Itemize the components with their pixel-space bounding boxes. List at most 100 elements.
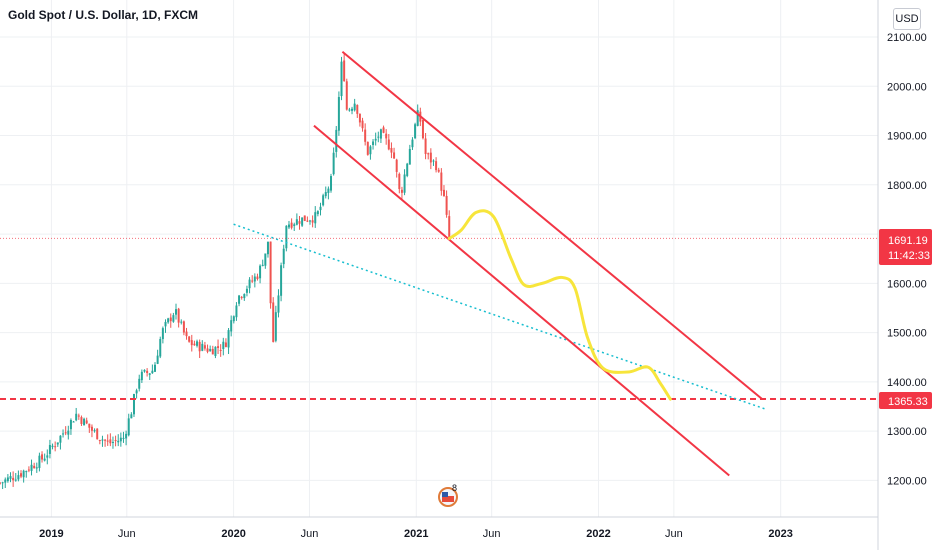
time-tick-label: 2019 <box>39 528 63 540</box>
candle-body <box>227 330 230 348</box>
candle-body <box>156 355 159 364</box>
candle-body <box>280 265 283 296</box>
price-tick-label: 1300.00 <box>887 426 927 438</box>
candle-body <box>230 320 233 332</box>
candle-body <box>196 341 199 346</box>
candle-body <box>203 345 206 349</box>
candle-body <box>369 146 372 155</box>
candle-body <box>243 294 246 299</box>
candle-body <box>232 316 235 322</box>
time-tick-label: 2022 <box>586 528 610 540</box>
candle-body <box>240 296 243 298</box>
candle-body <box>41 454 44 460</box>
candle-body <box>311 220 314 223</box>
candle-body <box>56 442 59 445</box>
candle-body <box>175 309 178 315</box>
candle-body <box>293 224 296 226</box>
candle-body <box>54 446 57 448</box>
candle-body <box>132 394 135 415</box>
candle-body <box>406 163 409 176</box>
candle-body <box>364 129 367 142</box>
candle-body <box>177 308 180 323</box>
candle-body <box>222 341 225 350</box>
candle-body <box>69 419 72 430</box>
candle-body <box>125 433 128 439</box>
candle-body <box>27 469 30 471</box>
candle-body <box>248 279 251 289</box>
candle-body <box>164 321 167 327</box>
candle-body <box>356 104 359 114</box>
candle-body <box>408 148 411 165</box>
candle-body <box>130 414 133 419</box>
candle-body <box>245 288 248 293</box>
price-tick-label: 2100.00 <box>887 32 927 44</box>
candle-body <box>358 113 361 123</box>
candle-body <box>324 191 327 197</box>
candle-body <box>33 465 36 469</box>
candle-body <box>421 119 424 139</box>
candle-body <box>161 328 164 340</box>
candle-body <box>38 455 41 468</box>
flag-badge-icon[interactable]: 8 <box>438 483 458 507</box>
candle-body <box>209 348 212 352</box>
time-tick-label: Jun <box>118 528 136 540</box>
candle-body <box>172 315 175 322</box>
candle-body <box>429 152 432 163</box>
candle-body <box>75 413 78 421</box>
candle-body <box>308 220 311 222</box>
candle-body <box>377 136 380 138</box>
time-tick-label: 2020 <box>221 528 245 540</box>
candle-body <box>93 430 96 432</box>
candle-body <box>96 428 99 440</box>
candle-body <box>366 141 369 155</box>
candle-body <box>201 343 204 351</box>
candle-body <box>314 212 317 224</box>
candle-body <box>259 265 262 279</box>
grid-lines <box>0 0 878 517</box>
candle-body <box>390 147 393 153</box>
candle-body <box>77 415 80 417</box>
candle-body <box>35 467 38 469</box>
price-tick-label: 1800.00 <box>887 180 927 192</box>
candle-body <box>343 60 346 82</box>
candle-body <box>180 321 183 323</box>
candle-body <box>153 364 156 372</box>
candle-body <box>322 195 325 206</box>
time-tick-label: Jun <box>483 528 501 540</box>
candle-body <box>14 479 17 481</box>
candle-body <box>351 108 354 111</box>
level-price-label: 1365.33 <box>888 396 928 408</box>
price-tick-label: 1400.00 <box>887 377 927 389</box>
projection-path <box>447 209 672 401</box>
candle-body <box>416 110 419 126</box>
candle-body <box>185 331 188 337</box>
currency-button[interactable]: USD <box>893 8 921 30</box>
candle-body <box>111 441 114 443</box>
candle-body <box>424 138 427 154</box>
time-axis[interactable]: 2019 Jun 2020 Jun 2021 Jun 2022 Jun 2023 <box>39 528 793 540</box>
candle-body <box>306 220 309 222</box>
candle-body <box>448 216 451 238</box>
price-tick-label: 1200.00 <box>887 475 927 487</box>
candle-body <box>274 312 277 341</box>
candle-body <box>9 476 12 479</box>
candle-body <box>88 423 91 428</box>
candle-body <box>442 189 445 196</box>
candle-body <box>62 433 65 435</box>
candle-body <box>90 426 93 431</box>
candle-body <box>282 248 285 265</box>
candle-body <box>143 369 146 372</box>
candle-body <box>335 129 338 152</box>
price-axis[interactable]: 2100.002000.001900.001800.001700.001600.… <box>887 32 927 487</box>
candle-body <box>224 342 227 347</box>
candle-body <box>51 445 54 447</box>
candle-body <box>372 141 375 146</box>
candle-body <box>238 295 241 304</box>
candle-body <box>385 133 388 139</box>
chart-title: Gold Spot / U.S. Dollar, 1D, FXCM <box>8 8 199 22</box>
candle-body <box>59 435 62 443</box>
candle-body <box>269 241 272 304</box>
candle-body <box>345 81 348 110</box>
badge-flag-canton <box>442 492 448 497</box>
